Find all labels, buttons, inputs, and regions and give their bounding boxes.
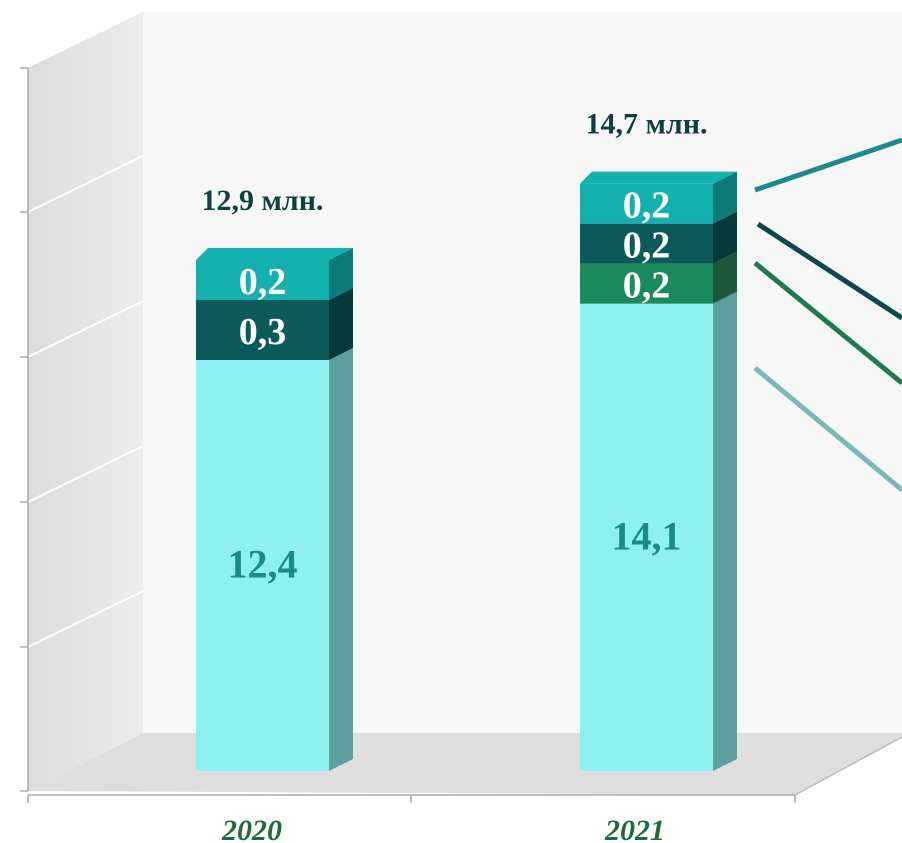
bar-segment-side bbox=[713, 291, 737, 771]
bar-segment bbox=[580, 303, 713, 771]
bar-segment bbox=[196, 260, 329, 300]
bar-segment-side bbox=[713, 171, 737, 224]
bar-segment-side bbox=[713, 211, 737, 264]
gridlines bbox=[27, 155, 144, 648]
floor-edge bbox=[794, 736, 902, 796]
gridline bbox=[27, 445, 144, 503]
leader-line bbox=[753, 366, 902, 492]
bar-top-face bbox=[196, 248, 353, 260]
data-label: 0,2 bbox=[623, 185, 671, 227]
plot-area bbox=[20, 12, 902, 803]
bars bbox=[196, 171, 737, 771]
legend-leader-lines bbox=[753, 137, 902, 492]
data-label: 0,2 bbox=[623, 225, 671, 267]
floor bbox=[28, 733, 902, 795]
gridline bbox=[27, 155, 144, 213]
category-label: 2021 bbox=[604, 814, 665, 843]
data-label: 14,1 bbox=[612, 513, 682, 558]
bar-segment-side bbox=[329, 348, 353, 771]
gridline bbox=[27, 590, 144, 648]
bar-segment bbox=[196, 360, 329, 771]
category-label: 2020 bbox=[221, 814, 282, 843]
total-label: 12,9 млн. bbox=[201, 184, 323, 217]
gridline bbox=[27, 300, 144, 358]
bar-segment bbox=[580, 183, 713, 224]
data-label: 0,2 bbox=[623, 265, 671, 307]
bar-segment bbox=[580, 223, 713, 264]
labels: 12,40,30,212,9 млн.202014,10,20,20,214,7… bbox=[201, 108, 707, 843]
y-axis-ticks bbox=[20, 67, 28, 792]
bar-segment-side bbox=[329, 248, 353, 300]
leader-line bbox=[753, 261, 902, 385]
x-axis-ticks bbox=[27, 795, 796, 803]
bar-segment-side bbox=[713, 251, 737, 304]
data-label: 12,4 bbox=[228, 542, 298, 587]
leader-line bbox=[754, 137, 902, 193]
side-wall bbox=[28, 12, 143, 791]
leader-line bbox=[756, 221, 902, 321]
bar-segment-side bbox=[329, 288, 353, 360]
bar-segment bbox=[196, 300, 329, 360]
bar-top-face bbox=[580, 171, 737, 184]
bar-segment bbox=[580, 263, 713, 304]
data-label: 0,3 bbox=[239, 311, 287, 353]
total-label: 14,7 млн. bbox=[585, 108, 707, 141]
data-label: 0,2 bbox=[239, 261, 287, 303]
